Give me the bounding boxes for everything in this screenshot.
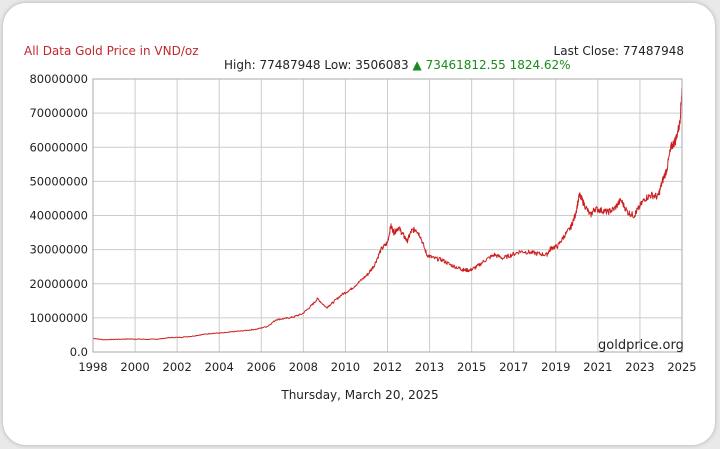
x-tick-label: 2002	[163, 360, 192, 374]
y-tick-label: 80000000	[29, 72, 88, 86]
x-tick-label: 2019	[541, 360, 570, 374]
change-value: 73461812.55	[425, 58, 506, 72]
y-tick-label: 50000000	[29, 174, 88, 188]
brand-watermark: goldprice.org	[598, 338, 684, 353]
y-tick-label: 0.0	[70, 345, 88, 359]
y-tick-label: 40000000	[29, 209, 88, 223]
y-tick-label: 60000000	[29, 140, 88, 154]
up-arrow-icon: ▲	[412, 58, 422, 72]
low-value: 3506083	[355, 58, 409, 72]
plot-frame	[92, 78, 683, 353]
high-value: 77487948	[259, 58, 321, 72]
x-tick-label: 2021	[583, 360, 612, 374]
chart-title: All Data Gold Price in VND/oz	[24, 44, 199, 58]
last-close-label: Last Close:	[553, 44, 620, 58]
x-tick-label: 2017	[499, 360, 528, 374]
low-label: Low:	[324, 58, 352, 72]
grid	[92, 78, 683, 353]
x-tick-label: 2006	[247, 360, 276, 374]
x-tick-label: 2004	[205, 360, 234, 374]
x-tick-label: 2015	[457, 360, 486, 374]
x-tick-label: 2023	[625, 360, 654, 374]
high-label: High:	[224, 58, 256, 72]
price-stats: High: 77487948 Low: 3506083 ▲ 73461812.5…	[224, 58, 571, 72]
y-tick-label: 70000000	[29, 106, 88, 120]
change-percent: 1824.62%	[509, 58, 571, 72]
y-tick-label: 10000000	[29, 311, 88, 325]
x-tick-label: 2010	[331, 360, 360, 374]
x-tick-label: 2013	[415, 360, 444, 374]
x-tick-label: 2008	[289, 360, 318, 374]
date-label: Thursday, March 20, 2025	[281, 388, 439, 402]
change-indicator: ▲ 73461812.55 1824.62%	[413, 58, 571, 72]
x-tick-label: 2012	[373, 360, 402, 374]
x-tick-label: 1998	[78, 360, 107, 374]
x-tick-label: 2000	[120, 360, 149, 374]
series-layer	[93, 87, 683, 341]
last-close-value: 77487948	[622, 44, 684, 58]
last-close: Last Close: 77487948	[554, 44, 684, 58]
y-tick-label: 20000000	[29, 277, 88, 291]
y-tick-label: 30000000	[29, 243, 88, 257]
x-tick-label: 2025	[667, 360, 696, 374]
tick-labels: 0.0 10000000 20000000 30000000 40000000 50000…	[29, 72, 696, 374]
price-series-line	[93, 87, 683, 341]
